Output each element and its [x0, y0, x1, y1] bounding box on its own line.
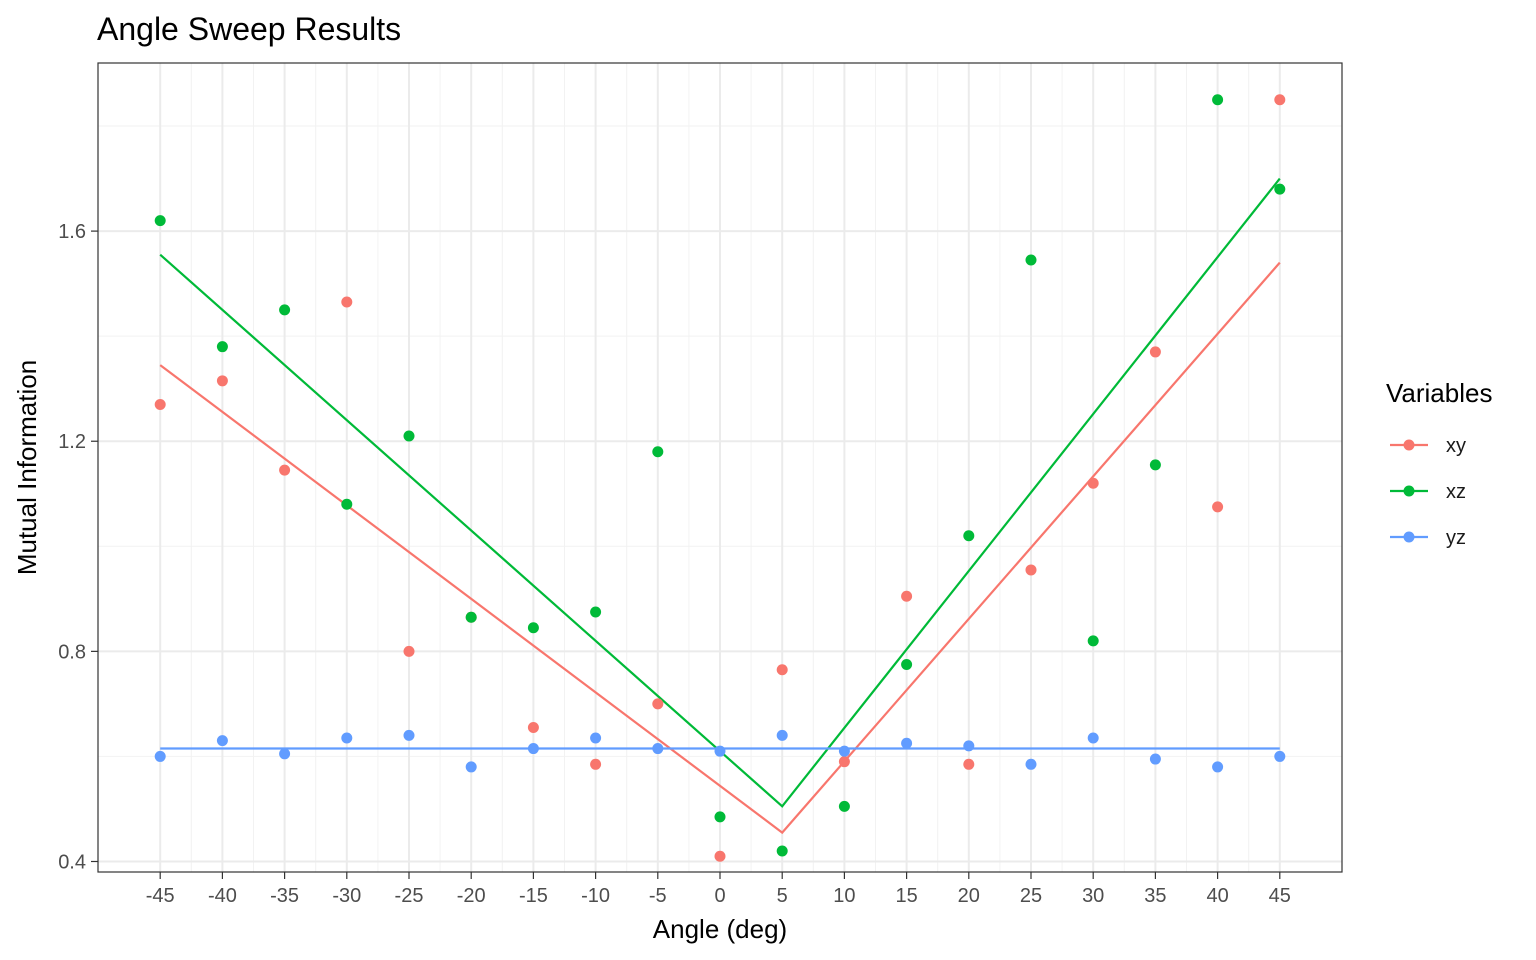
point-yz	[1149, 753, 1161, 765]
point-xy	[1274, 94, 1286, 106]
point-xy	[1025, 564, 1037, 576]
point-xy	[1087, 477, 1099, 489]
point-xy	[1149, 346, 1161, 358]
point-xz	[403, 430, 415, 442]
x-tick-label: -20	[457, 885, 486, 907]
x-tick-label: 20	[958, 885, 980, 907]
x-tick-label: -30	[332, 885, 361, 907]
x-tick-label: 5	[777, 885, 788, 907]
legend-label-yz: yz	[1446, 527, 1466, 549]
point-xy	[527, 722, 539, 734]
point-xz	[1274, 183, 1286, 195]
point-xz	[652, 446, 664, 458]
x-tick-label: -5	[649, 885, 667, 907]
x-tick-label: 35	[1144, 885, 1166, 907]
point-xz	[216, 341, 228, 353]
point-xz	[1212, 94, 1224, 106]
point-yz	[527, 743, 539, 755]
y-tick-label: 0.4	[58, 851, 86, 873]
x-tick-label: -45	[146, 885, 175, 907]
legend-key-point-xy	[1403, 439, 1415, 451]
point-xz	[838, 800, 850, 812]
y-tick-label: 0.8	[58, 641, 86, 663]
chart-title: Angle Sweep Results	[97, 11, 401, 47]
point-yz	[1212, 761, 1224, 773]
point-xz	[590, 606, 602, 618]
x-tick-label: 25	[1020, 885, 1042, 907]
x-tick-label: 30	[1082, 885, 1104, 907]
x-axis: -45 -40 -35 -30 -25 -20 -15 -10 -5 0 5 10 15 20 25 30 35…	[146, 872, 1291, 907]
data-points	[154, 94, 1286, 862]
point-yz	[901, 737, 913, 749]
x-tick-label: 40	[1206, 885, 1228, 907]
point-xy	[1212, 501, 1224, 513]
point-xy	[403, 645, 415, 657]
fit-line-xz	[159, 177, 1281, 808]
point-yz	[216, 735, 228, 747]
point-xz	[341, 498, 353, 510]
legend: Variables xy xz yz	[1386, 378, 1492, 549]
point-yz	[776, 729, 788, 741]
point-yz	[403, 729, 415, 741]
point-yz	[465, 761, 477, 773]
legend-label-xy: xy	[1446, 435, 1466, 457]
y-axis: 0.4 0.8 1.2 1.6	[58, 221, 98, 873]
point-yz	[714, 745, 726, 757]
point-xy	[714, 850, 726, 862]
point-yz	[341, 732, 353, 744]
x-tick-label: -15	[519, 885, 548, 907]
point-xy	[341, 296, 353, 308]
y-axis-title: Mutual Information	[12, 360, 42, 575]
point-xy	[776, 664, 788, 676]
point-yz	[963, 740, 975, 752]
point-xy	[216, 375, 228, 387]
x-tick-label: -40	[208, 885, 237, 907]
point-xy	[963, 758, 975, 770]
x-tick-label: 45	[1269, 885, 1291, 907]
point-xz	[714, 811, 726, 823]
point-xy	[279, 464, 291, 476]
point-xz	[154, 215, 166, 227]
point-xy	[838, 756, 850, 768]
point-xz	[1025, 254, 1037, 266]
legend-title: Variables	[1386, 378, 1492, 408]
y-tick-label: 1.6	[58, 221, 86, 243]
point-yz	[1274, 750, 1286, 762]
x-tick-label: 15	[895, 885, 917, 907]
point-yz	[590, 732, 602, 744]
legend-key-point-xz	[1403, 485, 1415, 497]
point-xz	[279, 304, 291, 316]
point-xy	[154, 398, 166, 410]
point-xy	[590, 758, 602, 770]
point-xz	[527, 622, 539, 634]
point-yz	[652, 743, 664, 755]
point-yz	[1025, 758, 1037, 770]
point-yz	[279, 748, 291, 760]
point-xz	[963, 530, 975, 542]
x-axis-title: Angle (deg)	[653, 914, 787, 944]
point-xz	[776, 845, 788, 857]
x-tick-label: -10	[581, 885, 610, 907]
point-xz	[1149, 459, 1161, 471]
point-yz	[154, 750, 166, 762]
point-yz	[838, 745, 850, 757]
point-xy	[901, 590, 913, 602]
x-tick-label: -35	[270, 885, 299, 907]
x-tick-label: 0	[714, 885, 725, 907]
y-tick-label: 1.2	[58, 431, 86, 453]
fit-line-xy	[159, 261, 1281, 835]
point-xz	[465, 611, 477, 623]
legend-key-point-yz	[1403, 531, 1415, 543]
point-xz	[1087, 635, 1099, 647]
point-xy	[652, 698, 664, 710]
legend-label-xz: xz	[1446, 481, 1466, 503]
x-tick-label: 10	[833, 885, 855, 907]
point-xz	[901, 658, 913, 670]
point-yz	[1087, 732, 1099, 744]
x-tick-label: -25	[395, 885, 424, 907]
